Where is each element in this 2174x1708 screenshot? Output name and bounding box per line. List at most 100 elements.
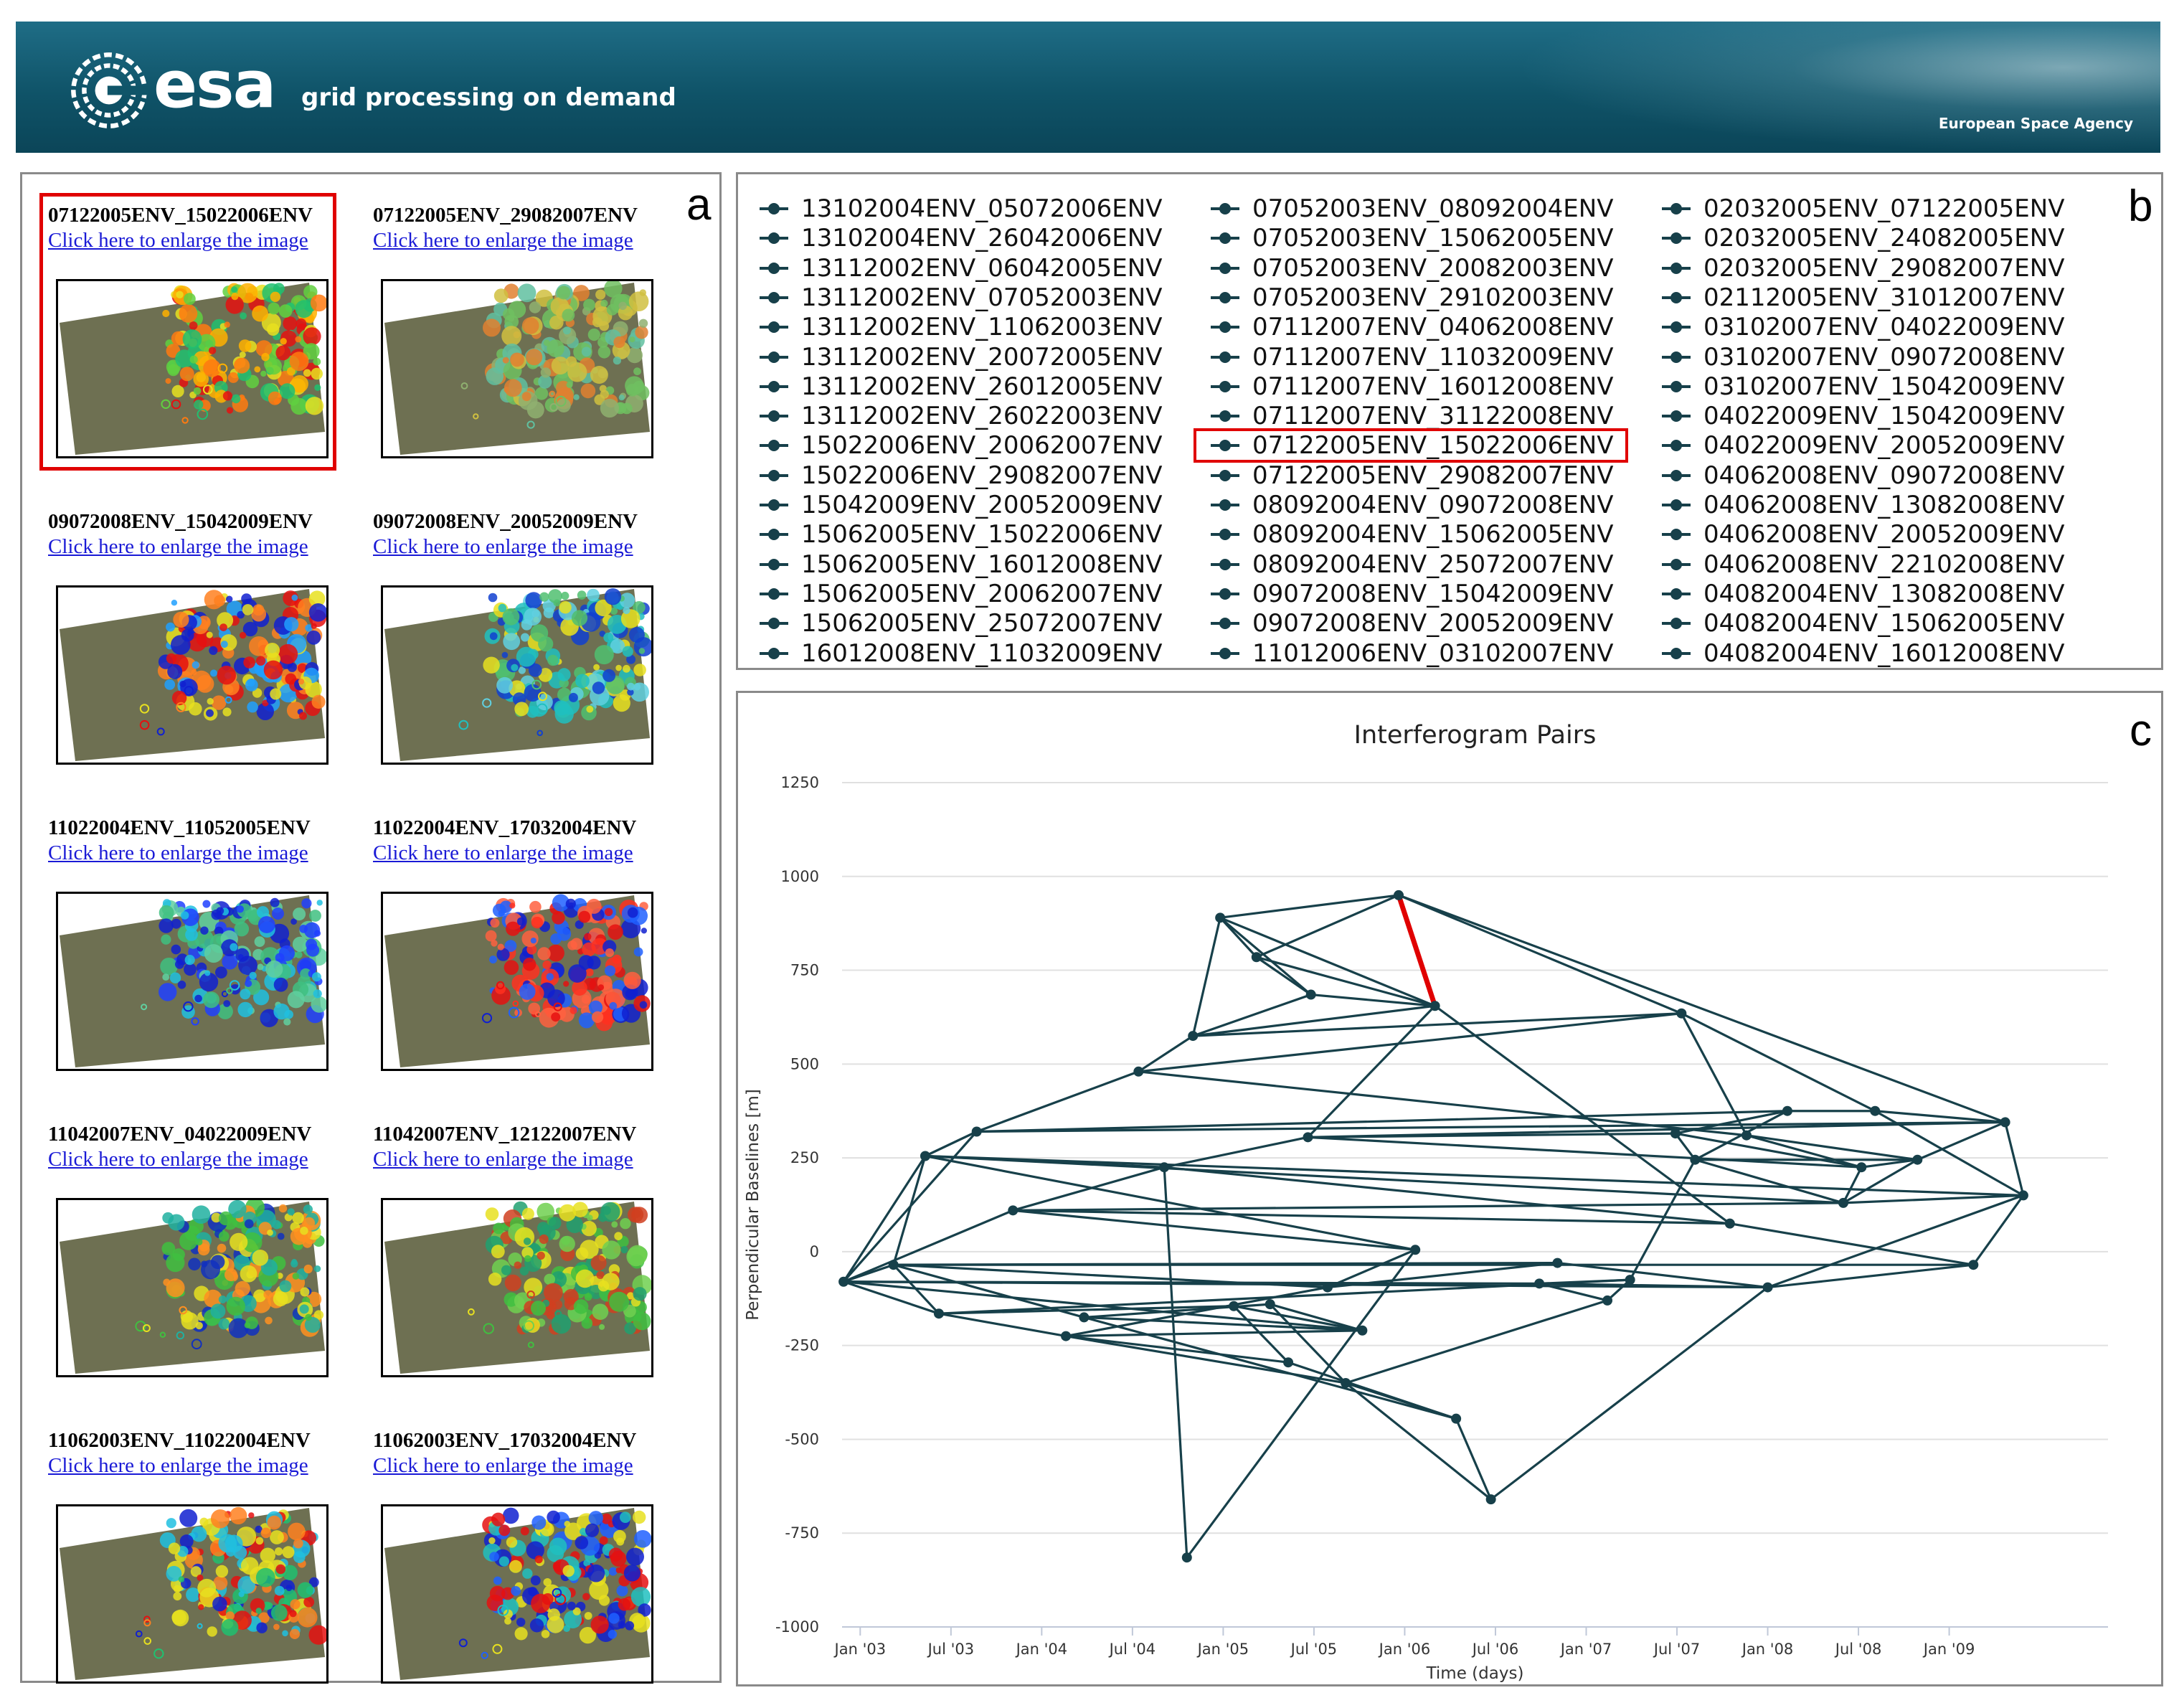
legend-label: 09072008ENV_20052009ENV [1252,609,1614,638]
thumbnail-title: 07122005ENV_29082007ENV [373,204,638,227]
interferogram-pair-line [1875,1110,2005,1124]
esa-header-banner: esa grid processing on demand European S… [16,22,2160,153]
legend-marker-icon [760,291,788,303]
interferogram-pair-line [1557,1261,1768,1289]
thumbnail-title: 11062003ENV_17032004ENV [373,1429,637,1452]
legend-marker-icon [1662,647,1691,659]
enlarge-image-link[interactable]: Click here to enlarge the image [48,535,308,558]
chart-panel: c Interferogram Pairs 1250 1000 750 500 250 0 -… [736,691,2163,1686]
legend-marker-icon [1662,351,1691,363]
enlarge-image-link[interactable]: Click here to enlarge the image [373,841,633,864]
interferogram-pair-line [1729,1222,1974,1266]
interferogram-pair-line [1233,1305,1290,1364]
legend-label: 04062008ENV_09072008ENV [1703,461,2065,490]
y-tick-label: -750 [785,1524,819,1542]
thumbnail-title: 07122005ENV_15022006ENV [48,204,313,227]
interferogram-thumbnail-image[interactable] [56,585,329,765]
interferogram-pair-line [893,1261,1558,1266]
header-tagline: grid processing on demand [301,83,676,112]
interferogram-pair-line [1193,1004,1435,1037]
interferogram-pair-line [892,1156,927,1265]
interferogram-pair-line [1219,917,1312,996]
legend-panel: b 13102004ENV_05072006ENV 13102004ENV_260… [736,172,2163,670]
acquisition-point [1451,1413,1462,1424]
acquisition-point [1357,1325,1368,1336]
legend-label: 02032005ENV_29082007ENV [1703,253,2065,283]
acquisition-point [1008,1205,1019,1216]
legend-marker-icon [760,380,788,392]
legend-marker-icon [1662,232,1691,245]
chart-title: Interferogram Pairs [1354,721,1597,750]
legend-marker-icon [1662,588,1691,600]
thumbnail-title: 11062003ENV_11022004ENV [48,1429,311,1452]
enlarge-image-link[interactable]: Click here to enlarge the image [373,1148,633,1171]
interferogram-pair-line [1310,993,1435,1007]
interferogram-pair-line [1861,1159,1918,1169]
panel-label-b: b [2128,181,2153,231]
thumbnail-panel: a 07122005ENV_15022006ENV Click here to e… [20,172,722,1684]
enlarge-image-link[interactable]: Click here to enlarge the image [48,229,308,252]
thumbnail-card: 11062003ENV_11022004ENV Click here to enl… [48,1428,349,1684]
interferogram-thumbnail-image[interactable] [56,279,329,458]
acquisition-point [933,1308,944,1319]
interferogram-thumbnail-image[interactable] [56,1198,329,1377]
legend-label: 07112007ENV_04062008ENV [1252,313,1614,342]
legend-marker-icon [1662,558,1691,570]
acquisition-point [1159,1162,1170,1173]
interferogram-pair-line [1084,1316,1363,1332]
interferogram-pair-line [1398,894,2006,1123]
x-tick-label: Jan '05 [1196,1641,1249,1658]
interferogram-thumbnail-image[interactable] [381,1198,653,1377]
acquisition-point [1079,1312,1090,1323]
legend-label: 04082004ENV_16012008ENV [1703,638,2065,668]
legend-label: 07052003ENV_15062005ENV [1252,224,1614,253]
interferogram-pair-line [1066,1329,1363,1338]
enlarge-image-link[interactable]: Click here to enlarge the image [373,1454,633,1477]
legend-label: 03102007ENV_09072008ENV [1703,342,2065,372]
interferogram-pair-line [1767,1263,1974,1289]
interferogram-pair-line [1012,1166,1165,1212]
x-axis-title: Time (days) [1426,1664,1524,1683]
legend-label: 13102004ENV_05072006ENV [801,194,1163,223]
y-tick-label: 1250 [781,774,819,791]
interferogram-pair-line [1192,994,1312,1037]
enlarge-image-link[interactable]: Click here to enlarge the image [48,841,308,864]
interferogram-pair-line [1193,1012,1682,1037]
y-tick-label: -250 [785,1337,819,1354]
interferogram-thumbnail-image[interactable] [381,892,653,1071]
panel-label-c: c [2130,706,2152,755]
enlarge-image-link[interactable]: Click here to enlarge the image [373,229,633,252]
interferogram-pair-line [1013,1209,1416,1251]
interferogram-pair-line [1674,1133,1696,1161]
interferogram-pair-line [1065,1334,1289,1364]
interferogram-pair-line [1746,1134,1918,1161]
thumbnail-card: 11062003ENV_17032004ENV Click here to enl… [373,1428,674,1684]
legend-marker-icon [760,262,788,274]
legend-label: 07112007ENV_11032009ENV [1252,342,1614,372]
interferogram-thumbnail-image[interactable] [381,279,653,458]
interferogram-thumbnail-image[interactable] [381,585,653,765]
interferogram-pair-line [1345,1299,1608,1384]
interferogram-thumbnail-image[interactable] [381,1504,653,1684]
interferogram-thumbnail-image[interactable] [56,892,329,1071]
interferogram-pair-line [1681,1012,1876,1113]
legend-label: 11012006ENV_03102007ENV [1252,638,1614,668]
enlarge-image-link[interactable]: Click here to enlarge the image [48,1148,308,1171]
y-tick-label: 500 [790,1055,819,1072]
interferogram-pair-line [1219,894,1399,919]
enlarge-image-link[interactable]: Click here to enlarge the image [48,1454,308,1477]
acquisition-point [1429,1001,1440,1011]
interferogram-thumbnail-image[interactable] [56,1504,329,1684]
interferogram-pair-line [843,1209,1013,1283]
legend-label: 13112002ENV_06042005ENV [801,253,1163,283]
interferogram-pair-line [1746,1134,1862,1169]
legend-label: 04082004ENV_15062005ENV [1703,609,2065,638]
y-tick-label: 1000 [781,868,819,885]
x-tick-label: Jan '04 [1015,1641,1068,1658]
acquisition-point [1322,1282,1333,1293]
enlarge-image-link[interactable]: Click here to enlarge the image [373,535,633,558]
acquisition-point [1670,1128,1681,1139]
legend-marker-icon [1662,499,1691,511]
legend-label: 07052003ENV_29102003ENV [1252,283,1614,312]
legend-label: 04082004ENV_13082008ENV [1703,579,2065,608]
